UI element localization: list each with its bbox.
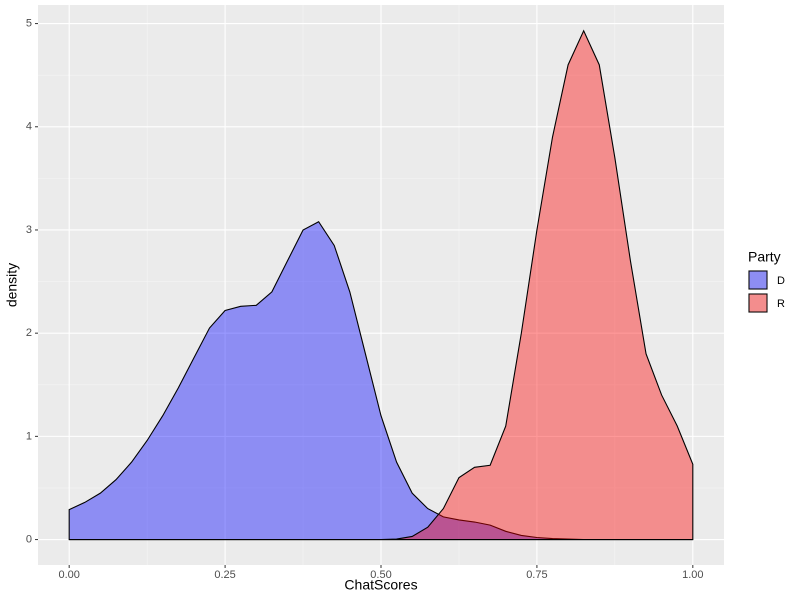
legend-key-bg — [748, 293, 768, 313]
legend-label: D — [777, 275, 785, 287]
density-area — [69, 29, 694, 541]
x-tick-label: 0.75 — [526, 569, 547, 581]
x-axis-title: ChatScores — [344, 577, 417, 593]
legend-title: Party — [748, 249, 781, 265]
y-tick-label: 4 — [26, 121, 32, 133]
y-tick-label: 0 — [26, 533, 32, 545]
legend-key — [748, 270, 768, 290]
y-tick-label: 5 — [26, 17, 32, 29]
x-tick-label: 1.00 — [682, 569, 703, 581]
y-tick-label: 2 — [26, 327, 32, 339]
x-tick-label: 0.25 — [214, 569, 235, 581]
axes: 0.00 0.25 0.50 0.75 1.00 0 1 2 3 4 5 — [26, 17, 704, 580]
y-tick-label: 3 — [26, 224, 32, 236]
areas — [68, 29, 694, 541]
x-tick-label: 0.00 — [58, 569, 79, 581]
legend: Party DR — [748, 249, 785, 313]
legend-key — [748, 293, 768, 313]
legend-label: R — [777, 298, 785, 310]
x-tick-label: 0.50 — [370, 569, 391, 581]
legend-key-bg — [748, 270, 768, 290]
y-axis-title: density — [4, 263, 20, 307]
y-tick-label: 1 — [26, 430, 32, 442]
